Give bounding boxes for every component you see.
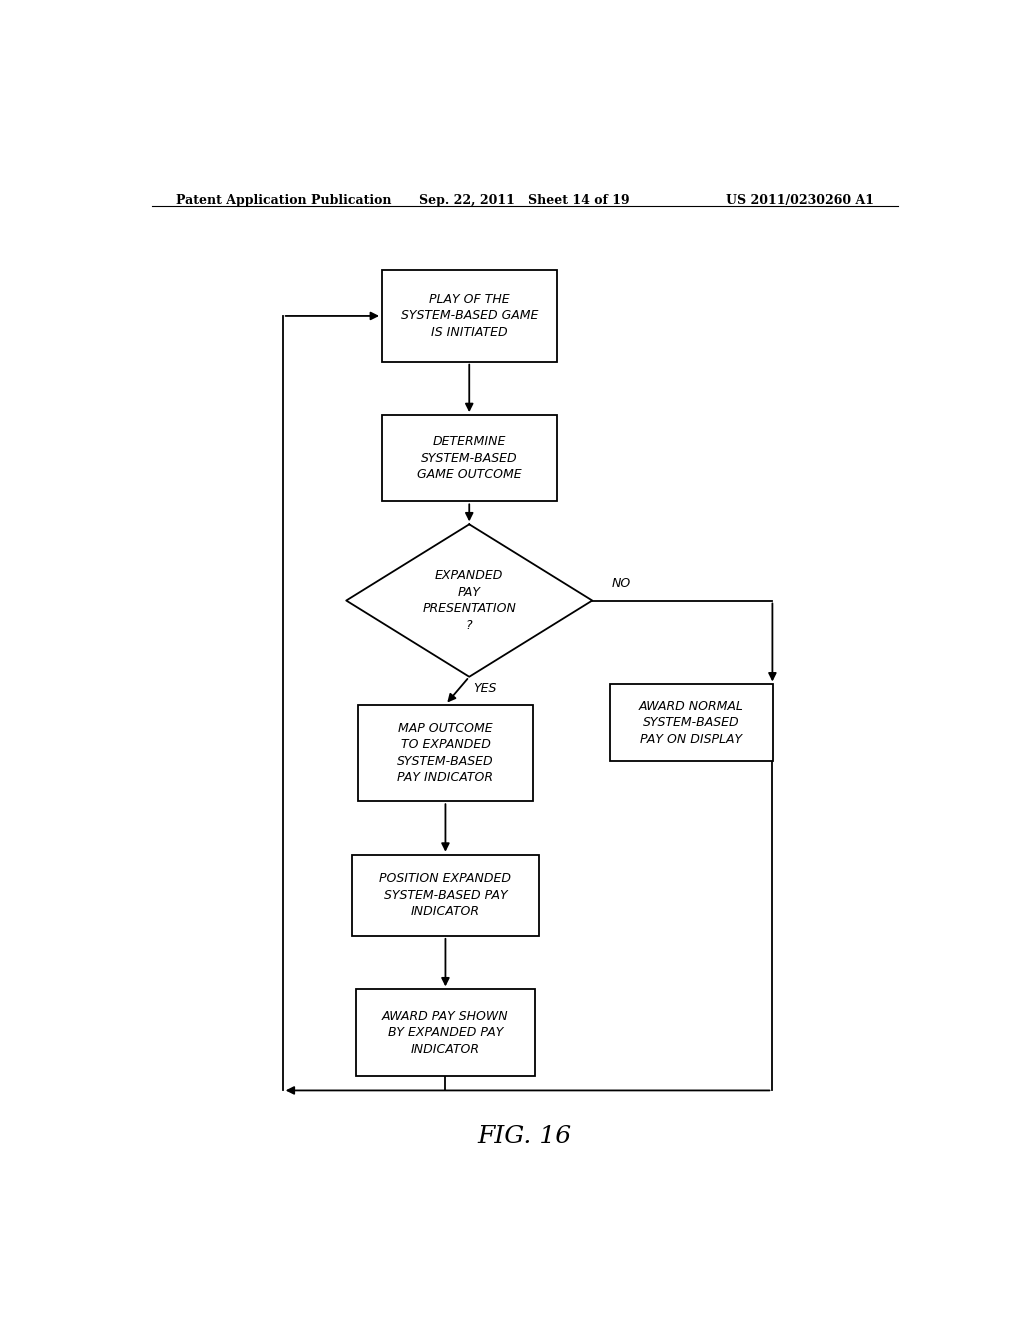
Text: FIG. 16: FIG. 16 [478,1125,571,1147]
Text: Sep. 22, 2011   Sheet 14 of 19: Sep. 22, 2011 Sheet 14 of 19 [420,194,630,207]
Text: PLAY OF THE
SYSTEM-BASED GAME
IS INITIATED: PLAY OF THE SYSTEM-BASED GAME IS INITIAT… [400,293,538,339]
Text: POSITION EXPANDED
SYSTEM-BASED PAY
INDICATOR: POSITION EXPANDED SYSTEM-BASED PAY INDIC… [380,873,511,919]
Bar [382,414,557,502]
Bar [358,705,532,801]
Text: YES: YES [473,682,497,694]
Text: AWARD PAY SHOWN
BY EXPANDED PAY
INDICATOR: AWARD PAY SHOWN BY EXPANDED PAY INDICATO… [382,1010,509,1056]
Bar [356,989,535,1076]
Bar [382,271,557,362]
Text: MAP OUTCOME
TO EXPANDED
SYSTEM-BASED
PAY INDICATOR: MAP OUTCOME TO EXPANDED SYSTEM-BASED PAY… [397,722,494,784]
Text: NO: NO [612,577,632,590]
Text: DETERMINE
SYSTEM-BASED
GAME OUTCOME: DETERMINE SYSTEM-BASED GAME OUTCOME [417,436,521,482]
Text: US 2011/0230260 A1: US 2011/0230260 A1 [726,194,873,207]
Text: AWARD NORMAL
SYSTEM-BASED
PAY ON DISPLAY: AWARD NORMAL SYSTEM-BASED PAY ON DISPLAY [639,700,743,746]
Bar [610,684,773,760]
Text: EXPANDED
PAY
PRESENTATION
?: EXPANDED PAY PRESENTATION ? [422,569,516,632]
Bar [352,854,539,936]
Text: Patent Application Publication: Patent Application Publication [176,194,391,207]
